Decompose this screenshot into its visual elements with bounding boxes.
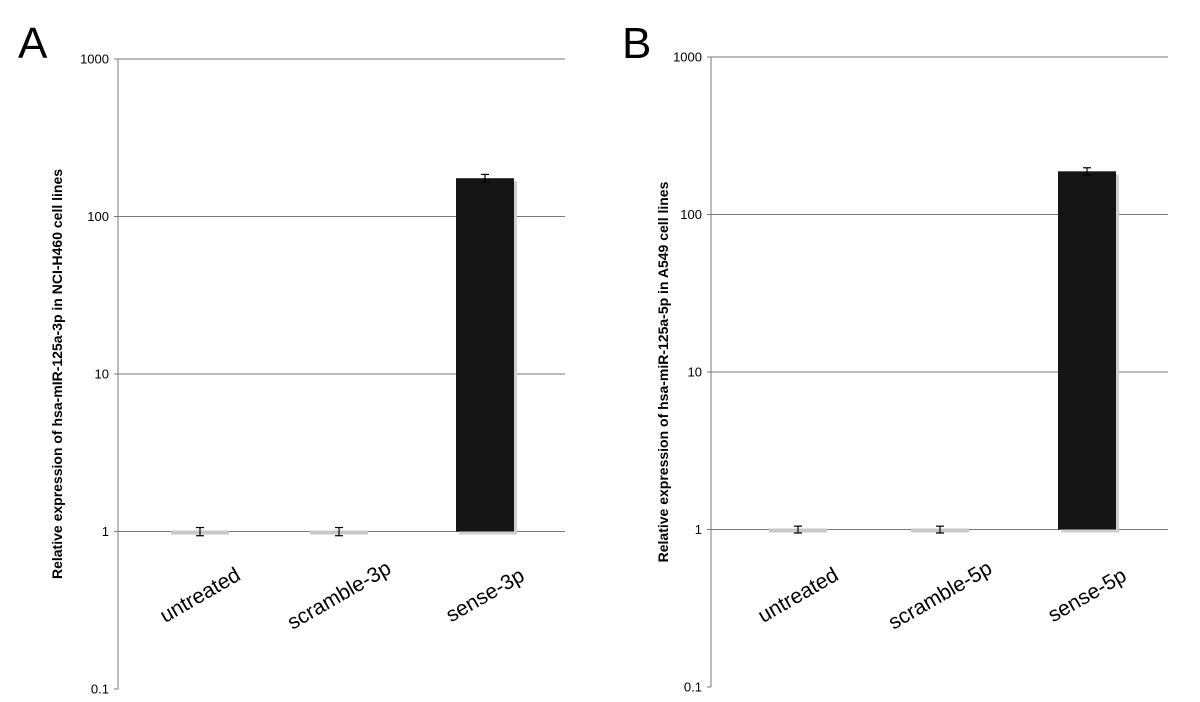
panel-label: B	[622, 19, 651, 68]
category-label: untreated	[754, 563, 842, 627]
y-tick-label: 1000	[80, 52, 109, 67]
y-axis-title: Relative expression of hsa-mIR-125a-3p i…	[49, 169, 65, 579]
y-axis-title: Relative expression of hsa-miR-125a-5p i…	[655, 181, 671, 562]
category-label: sense-5p	[1044, 564, 1130, 627]
y-tick-label: 1	[695, 522, 702, 537]
y-tick-label: 10	[688, 365, 702, 380]
y-tick-label: 0.1	[91, 682, 109, 697]
y-tick-label: 100	[87, 209, 109, 224]
category-label: scramble-3p	[283, 557, 395, 635]
category-label: scramble-5p	[884, 557, 996, 635]
panel-a: A 0.1 1 10 100 1000 Relative expression of hsa…	[18, 19, 565, 697]
bar	[1058, 171, 1116, 530]
y-tick-label: 1	[102, 524, 109, 539]
y-tick-label: 10	[95, 367, 109, 382]
panel-label: A	[18, 19, 48, 68]
y-tick-label: 1000	[673, 50, 702, 65]
panel-b: B 0.1 1 10 100 1000 Relative expression of hsa…	[622, 19, 1168, 695]
category-label: sense-3p	[442, 564, 528, 627]
y-tick-label: 0.1	[684, 680, 702, 695]
bar	[456, 178, 514, 532]
category-label: untreated	[156, 563, 244, 627]
y-tick-label: 100	[680, 207, 702, 222]
